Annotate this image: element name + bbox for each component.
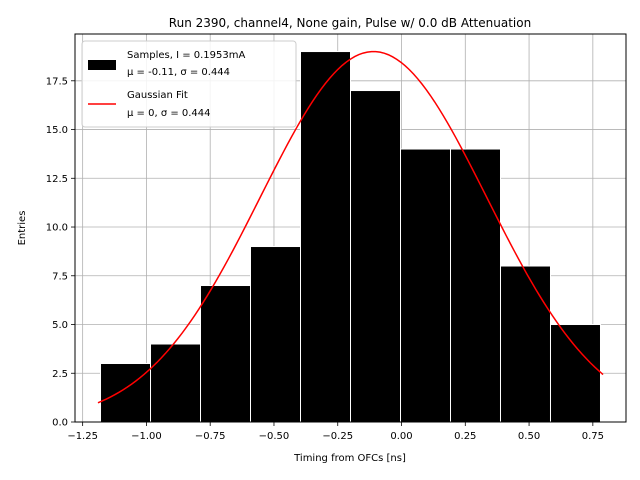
histogram-bar	[200, 285, 252, 423]
legend-fit-stats: μ = 0, σ = 0.444	[127, 108, 211, 119]
x-tick-label: −0.50	[259, 431, 290, 442]
x-axis-ticks: −1.25 −1.00 −0.75 −0.50 −0.25 0.00 0.25 0.50 0.7…	[67, 422, 604, 442]
x-axis-title: Timing from OFCs [ns]	[293, 453, 406, 464]
y-axis-ticks: 0.0 2.5 5.0 7.5 10.0 12.5 15.0 17.5	[46, 76, 75, 429]
histogram-bar	[250, 246, 302, 423]
histogram-bar	[150, 343, 202, 423]
x-tick-label: 0.50	[518, 431, 540, 442]
legend-samples-swatch	[88, 60, 116, 70]
x-tick-label: −1.00	[131, 431, 162, 442]
y-tick-label: 7.5	[52, 271, 68, 282]
histogram-bar	[449, 148, 501, 423]
histogram-bar	[399, 148, 451, 423]
y-tick-label: 17.5	[46, 76, 68, 87]
chart-title: Run 2390, channel4, None gain, Pulse w/ …	[169, 16, 531, 30]
legend-samples-label: Samples, I = 0.1953mA	[127, 50, 245, 61]
histogram-bars	[100, 51, 601, 423]
x-tick-label: 0.00	[390, 431, 412, 442]
x-tick-label: −0.25	[322, 431, 353, 442]
x-tick-label: −0.75	[195, 431, 226, 442]
plot-frame	[74, 33, 627, 423]
histogram-bar	[350, 90, 401, 423]
histogram-bar	[300, 51, 352, 423]
y-tick-label: 5.0	[52, 320, 68, 331]
legend-samples-stats: μ = -0.11, σ = 0.444	[127, 67, 230, 78]
fit-curve	[97, 50, 604, 404]
y-tick-label: 15.0	[46, 125, 68, 136]
y-axis-title: Entries	[17, 211, 28, 246]
y-tick-label: 2.5	[52, 369, 68, 380]
histogram-bar	[499, 265, 551, 423]
x-tick-label: −1.25	[67, 431, 98, 442]
gaussian-fit	[97, 50, 604, 404]
histogram-bar	[100, 363, 152, 423]
legend-fit-label: Gaussian Fit	[127, 90, 188, 101]
x-tick-label: 0.75	[582, 431, 604, 442]
y-tick-label: 0.0	[52, 418, 68, 429]
y-tick-label: 10.0	[46, 223, 68, 234]
y-tick-label: 12.5	[46, 174, 68, 185]
x-tick-label: 0.25	[454, 431, 476, 442]
legend-box	[81, 40, 297, 128]
legend: Samples, I = 0.1953mA μ = -0.11, σ = 0.4…	[81, 40, 297, 128]
histogram-bar	[549, 324, 601, 423]
